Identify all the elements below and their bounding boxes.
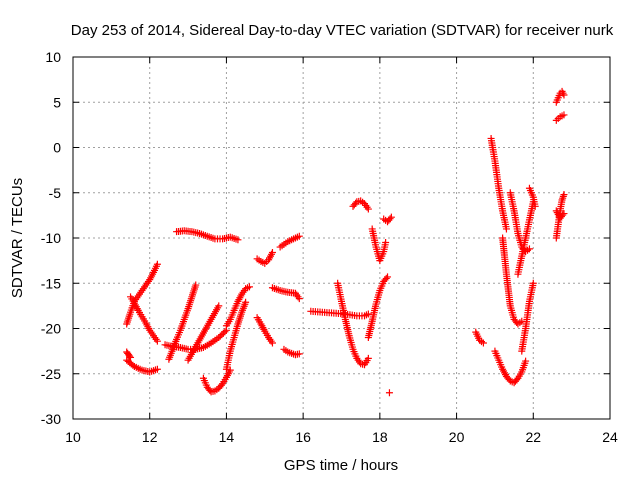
- data-point: [479, 339, 487, 347]
- data-point: [502, 225, 510, 233]
- data-point: [382, 239, 390, 247]
- data-point: [215, 302, 223, 310]
- data-point: [382, 274, 390, 282]
- y-tick-labels: -30 -25 -20 -15 -10 -5 0 5 10: [41, 49, 61, 427]
- y-axis-label: SDTVAR / TECUs: [9, 178, 26, 298]
- data-point: [559, 192, 567, 200]
- x-tick-label: 22: [525, 429, 541, 445]
- data-point: [126, 352, 134, 360]
- data-point: [192, 281, 200, 289]
- data-point: [387, 213, 395, 221]
- data-point: [531, 202, 539, 210]
- data-point: [386, 215, 394, 223]
- data-point: [153, 260, 161, 268]
- data-point: [560, 91, 568, 99]
- x-tick-labels: 10 12 14 16 18 20 22 24: [65, 429, 618, 445]
- data-point: [559, 194, 567, 202]
- data-point: [217, 381, 225, 389]
- data-point: [513, 376, 521, 384]
- data-point: [364, 205, 372, 213]
- chart-title: Day 253 of 2014, Sidereal Day-to-day VTE…: [71, 22, 614, 39]
- data-point: [127, 353, 135, 361]
- data-point: [234, 236, 242, 244]
- x-tick-label: 10: [65, 429, 81, 445]
- y-tick-label: -30: [41, 411, 61, 427]
- y-tick-label: -25: [41, 366, 61, 382]
- data-point: [153, 365, 161, 373]
- x-tick-label: 18: [372, 429, 388, 445]
- data-points: [123, 87, 568, 397]
- data-point: [268, 248, 276, 256]
- x-tick-label: 12: [142, 429, 158, 445]
- data-point: [153, 337, 161, 345]
- x-tick-label: 16: [295, 429, 311, 445]
- data-point: [295, 295, 303, 303]
- x-tick-label: 24: [602, 429, 618, 445]
- y-tick-label: 10: [45, 49, 61, 65]
- data-point: [364, 310, 372, 318]
- data-point: [226, 366, 234, 374]
- grid-lines: [73, 57, 610, 419]
- data-point: [384, 273, 392, 281]
- data-point: [364, 354, 372, 362]
- data-point: [242, 298, 250, 306]
- data-point: [525, 245, 533, 253]
- data-point: [560, 191, 568, 199]
- data-point: [295, 350, 303, 358]
- data-point: [560, 210, 568, 218]
- data-point: [560, 111, 568, 119]
- y-tick-label: 5: [53, 94, 61, 110]
- y-tick-label: -15: [41, 275, 61, 291]
- plot-frame: [72, 56, 611, 420]
- y-tick-label: -5: [49, 185, 62, 201]
- data-point: [295, 232, 303, 240]
- x-axis-label: GPS time / hours: [284, 457, 398, 474]
- data-point: [559, 211, 567, 219]
- data-point: [206, 386, 214, 394]
- y-tick-label: -10: [41, 230, 61, 246]
- y-tick-label: 0: [53, 140, 61, 156]
- data-point: [245, 283, 253, 291]
- y-tick-label: -20: [41, 321, 61, 337]
- data-point: [529, 279, 537, 287]
- data-point: [221, 328, 229, 336]
- data-point: [268, 339, 276, 347]
- data-point: [385, 389, 393, 397]
- data-point: [522, 357, 530, 365]
- x-tick-label: 14: [219, 429, 235, 445]
- x-tick-label: 20: [449, 429, 465, 445]
